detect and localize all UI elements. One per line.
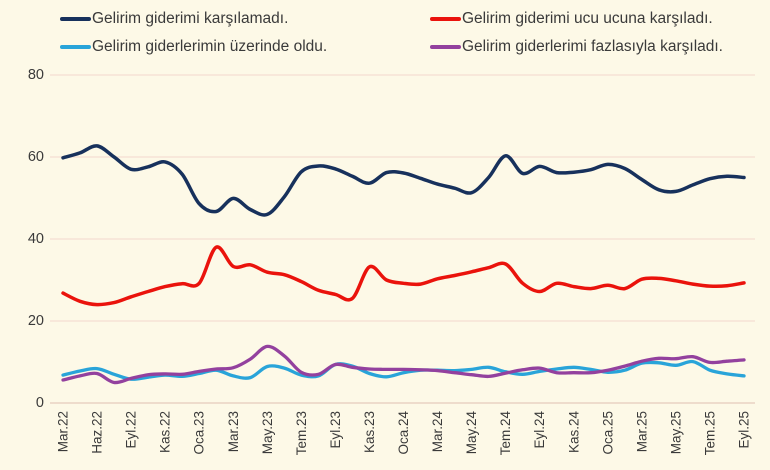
x-axis-tick-label: May.23 (260, 411, 275, 454)
x-axis-tick-label: Kas.22 (158, 411, 173, 453)
x-axis-tick-label: Eyl.24 (532, 411, 547, 449)
legend-item-uzerinde-oldu[interactable]: Gelirim giderlerimin üzerinde oldu. (60, 37, 327, 57)
x-axis-tick-label: May.24 (464, 411, 479, 455)
series-line-purple (61, 344, 746, 385)
series-line-cyan (61, 359, 746, 381)
legend-line-swatch-navy (60, 17, 91, 21)
y-axis-tick-label: 0 (36, 395, 44, 411)
chart-legend: Gelirim giderimi karşılamadı. Gelirim gi… (0, 0, 770, 70)
series-line-red (61, 245, 746, 307)
x-axis-tick-label: Oca.24 (396, 411, 411, 455)
x-axis-tick-label: Tem.25 (702, 411, 717, 455)
x-axis-tick-label: Oca.25 (600, 411, 615, 455)
y-axis-tick-label: 40 (28, 231, 44, 247)
x-axis-tick-label: Mar.22 (56, 411, 71, 452)
legend-label: Gelirim giderlerimin üzerinde oldu. (92, 38, 328, 55)
legend-item-fazlasiyla[interactable]: Gelirim giderlerimi fazlasıyla karşıladı… (430, 37, 723, 57)
x-axis-tick-label: Tem.23 (294, 411, 309, 455)
y-axis-tick-label: 20 (28, 313, 44, 329)
series-line-navy (61, 144, 746, 217)
x-axis-tick-label: Eyl.22 (124, 411, 139, 449)
x-axis-tick-label: Eyl.23 (328, 411, 343, 449)
x-axis-tick-label: Oca.23 (192, 411, 207, 455)
x-axis-tick-label: Eyl.25 (737, 411, 752, 449)
legend-line-swatch-cyan (60, 45, 91, 49)
legend-item-karsilamadi[interactable]: Gelirim giderimi karşılamadı. (60, 9, 288, 29)
x-axis-tick-label: May.25 (668, 411, 683, 454)
x-axis-tick-label: Mar.24 (430, 411, 445, 453)
legend-label: Gelirim giderimi ucu ucuna karşıladı. (462, 10, 713, 27)
legend-label: Gelirim giderimi karşılamadı. (92, 10, 289, 27)
legend-line-swatch-purple (430, 45, 461, 49)
x-axis-tick-label: Haz.22 (90, 411, 105, 454)
legend-label: Gelirim giderlerimi fazlasıyla karşıladı… (462, 38, 723, 55)
x-axis-tick-label: Mar.23 (226, 411, 241, 452)
legend-line-swatch-red (430, 17, 461, 21)
y-axis-tick-label: 60 (28, 149, 44, 165)
legend-item-ucu-ucuna[interactable]: Gelirim giderimi ucu ucuna karşıladı. (430, 9, 713, 29)
x-axis-tick-label: Kas.23 (362, 411, 377, 453)
x-axis-tick-label: Kas.24 (566, 411, 581, 454)
x-axis-tick-label: Tem.24 (498, 411, 513, 456)
x-axis-tick-label: Mar.25 (634, 411, 649, 452)
y-axis-tick-label: 80 (28, 67, 44, 83)
